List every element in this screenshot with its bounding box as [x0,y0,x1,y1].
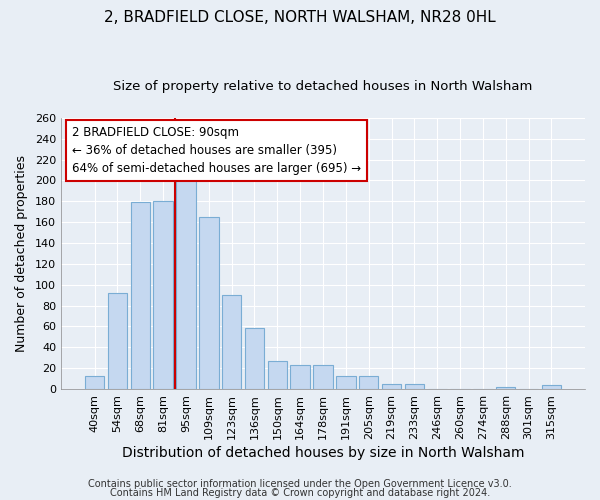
Bar [359,376,379,389]
Bar [404,384,424,389]
Bar [131,202,150,389]
Bar [245,328,264,389]
Bar [222,295,241,389]
Bar [496,387,515,389]
Bar [382,384,401,389]
Title: Size of property relative to detached houses in North Walsham: Size of property relative to detached ho… [113,80,533,93]
Bar [290,365,310,389]
Bar [108,293,127,389]
Bar [542,385,561,389]
Bar [313,365,333,389]
Text: Contains public sector information licensed under the Open Government Licence v3: Contains public sector information licen… [88,479,512,489]
Bar [268,361,287,389]
Text: Contains HM Land Registry data © Crown copyright and database right 2024.: Contains HM Land Registry data © Crown c… [110,488,490,498]
Bar [336,376,356,389]
Y-axis label: Number of detached properties: Number of detached properties [15,155,28,352]
X-axis label: Distribution of detached houses by size in North Walsham: Distribution of detached houses by size … [122,446,524,460]
Text: 2, BRADFIELD CLOSE, NORTH WALSHAM, NR28 0HL: 2, BRADFIELD CLOSE, NORTH WALSHAM, NR28 … [104,10,496,25]
Bar [154,202,173,389]
Bar [176,170,196,389]
Bar [199,217,218,389]
Bar [85,376,104,389]
Text: 2 BRADFIELD CLOSE: 90sqm
← 36% of detached houses are smaller (395)
64% of semi-: 2 BRADFIELD CLOSE: 90sqm ← 36% of detach… [71,126,361,175]
